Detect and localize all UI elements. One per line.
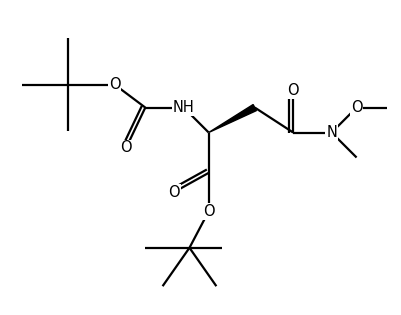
Polygon shape <box>208 105 256 133</box>
Text: N: N <box>325 125 336 140</box>
Text: O: O <box>203 204 214 219</box>
Text: O: O <box>168 185 180 200</box>
Text: O: O <box>287 83 298 98</box>
Text: O: O <box>109 77 120 92</box>
Text: O: O <box>350 100 361 115</box>
Text: O: O <box>120 140 132 155</box>
Text: NH: NH <box>172 100 194 115</box>
